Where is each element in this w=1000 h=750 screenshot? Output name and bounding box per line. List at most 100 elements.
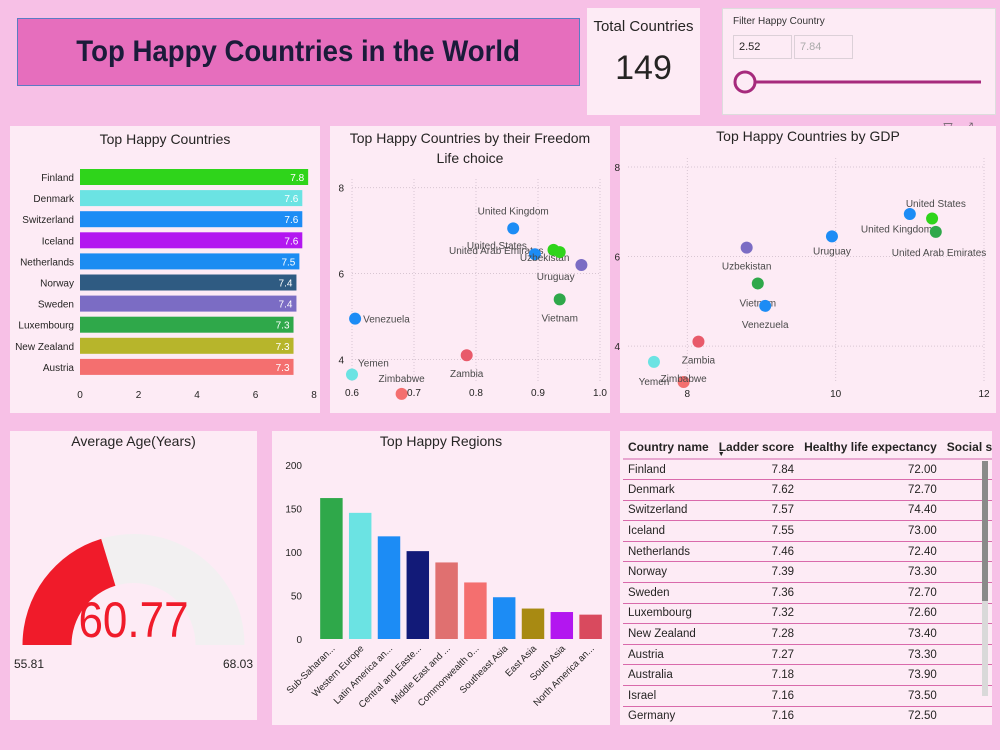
scatter-point-label: Zambia [682, 356, 716, 367]
col-social-support[interactable]: Social support [941, 434, 992, 460]
table-cell: 0.93 [941, 644, 992, 666]
x-tick-label: 0.9 [531, 388, 545, 399]
col-country-name[interactable]: Country name [623, 434, 714, 460]
total-countries-card[interactable]: Total Countries 149 [587, 8, 700, 115]
top-happy-countries-card[interactable]: Top Happy Countries Finland 7.8 Denmark 7.6… [10, 126, 320, 413]
happy-country-slicer[interactable]: Filter Happy Country 2.52 7.84 [722, 8, 996, 115]
gauge-max-label: 68.03 [222, 657, 253, 671]
region-category-label: Sub-Saharan... [285, 643, 338, 696]
table-cell: 7.84 [713, 459, 800, 481]
scatter-point-yemen [346, 368, 358, 381]
scatter-point-uzbekistan [575, 258, 588, 271]
slicer-min-input[interactable]: 2.52 [733, 35, 792, 59]
slicer-handle[interactable] [733, 70, 757, 94]
scatter-point-label: Yemen [358, 359, 389, 370]
scatter-point-uruguay [553, 246, 566, 259]
bar-category-label: New Zealand [15, 342, 74, 353]
scatter-point-label: Venezuela [363, 315, 410, 326]
table-cell: 0.94 [941, 500, 992, 522]
bar-switzerland [80, 211, 303, 228]
scatter-point-label: United States [467, 241, 527, 252]
gdp-chart-title: Top Happy Countries by GDP [716, 128, 900, 144]
table-cell: 73.00 [799, 520, 942, 542]
table-cell: 73.40 [799, 623, 942, 645]
col-ladder-score[interactable]: Ladder score ▼ [713, 434, 800, 460]
table-cell: 73.30 [799, 644, 942, 666]
table-scrollbar-thumb[interactable] [982, 461, 988, 601]
bar-sweden [80, 295, 297, 312]
table-cell: Sweden [623, 582, 714, 604]
gdp-scatter-chart: 8 10 12 4 6 8 United States United Kingdom Unite… [614, 158, 990, 400]
table-cell: 0.95 [941, 459, 992, 481]
country-table-card[interactable]: Country name Ladder score ▼ Healthy life … [620, 431, 992, 725]
gdp-scatter-card[interactable]: Top Happy Countries by GDP 8 10 12 4 6 8 Unite… [614, 126, 996, 413]
table-cell: 72.50 [799, 706, 942, 725]
slicer-title: Filter Happy Country [733, 16, 825, 27]
bar-norway [80, 274, 297, 291]
top-happy-regions-card[interactable]: Top Happy Regions 0 50 100 150 200 Sub-Sahara… [272, 431, 610, 725]
slicer-track[interactable] [723, 9, 997, 116]
table-cell: 0.90 [941, 706, 992, 725]
scatter-point-label: Uzbekistan [520, 253, 569, 264]
table-cell: Germany [623, 706, 714, 725]
scatter-point-label: Uruguay [537, 272, 575, 283]
scatter-point-label: Venezuela [742, 320, 789, 331]
table-cell: 72.40 [799, 541, 942, 563]
col-healthy-life-expectancy[interactable]: Healthy life expectancy [799, 434, 942, 460]
x-tick-label: 12 [978, 389, 990, 400]
table-cell: 73.90 [799, 664, 942, 687]
scatter-point-yemen [647, 355, 660, 368]
table-cell: 7.27 [713, 644, 800, 666]
region-bar [492, 597, 516, 639]
scatter-point-venezuela [759, 299, 772, 312]
scatter-point-united-arab-emirates [929, 225, 942, 238]
bar-value-label: 7.3 [276, 363, 290, 374]
scatter-point-united-states [528, 248, 541, 261]
bar-value-label: 7.6 [284, 194, 298, 205]
table-cell: 7.28 [713, 623, 800, 645]
freedom-scatter-chart: 0.6 0.7 0.8 0.9 1.0 4 6 8 United Kingdom United A… [338, 179, 607, 400]
bar-category-label: Netherlands [20, 257, 74, 268]
bar-finland [80, 169, 309, 185]
x-tick-label: 0.7 [407, 388, 421, 399]
average-age-card[interactable]: Average Age(Years) 60.77 55.81 68.03 [10, 431, 257, 720]
scatter-point-label: Vietnam [740, 298, 777, 309]
table-scrollbar[interactable] [982, 461, 988, 696]
scatter-point-vietnam [553, 293, 566, 306]
bar-chart: Finland 7.8 Denmark 7.6 Switzerland 7.6 Icelan… [15, 169, 317, 401]
bar-category-label: Norway [40, 279, 74, 290]
slicer-max-input[interactable]: 7.84 [794, 35, 853, 59]
kpi-value: 149 [615, 49, 672, 87]
freedom-scatter-card[interactable]: Top Happy Countries by their Freedom Lif… [330, 126, 610, 413]
scatter-point-label: Zambia [450, 369, 484, 380]
bar-category-label: Sweden [38, 300, 74, 311]
bar-value-label: 7.3 [276, 342, 290, 353]
scatter-point-label: Vietnam [541, 313, 578, 324]
regions-y-tick-label: 150 [285, 505, 302, 516]
scatter-point-venezuela [349, 312, 362, 325]
scatter-point-label: Uruguay [813, 246, 851, 257]
scatter-point-label: United Kingdom [861, 224, 932, 235]
bar-netherlands [80, 253, 300, 270]
gauge-min-label: 55.81 [14, 657, 45, 671]
x-tick-label: 8 [685, 389, 691, 400]
sort-desc-icon[interactable]: ▼ [717, 451, 725, 458]
bar-category-label: Luxembourg [18, 321, 74, 332]
region-bar [435, 562, 458, 639]
y-tick-label: 4 [614, 342, 620, 353]
bar-value-label: 7.4 [279, 300, 293, 311]
region-bar [320, 498, 343, 639]
